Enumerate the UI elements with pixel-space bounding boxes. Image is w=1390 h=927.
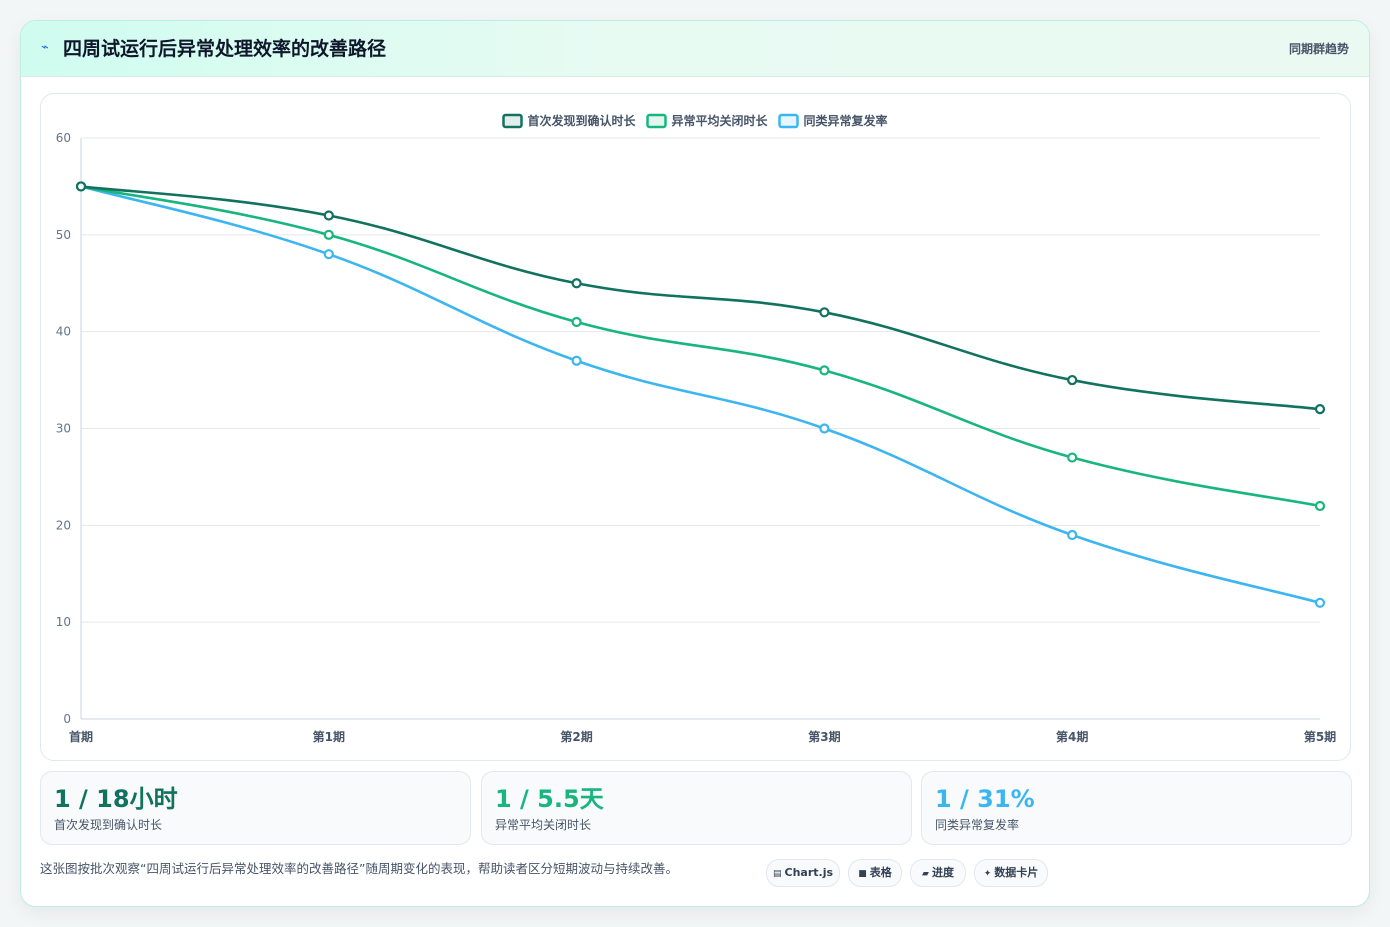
chip-progress[interactable]: ▰ 进度 bbox=[910, 859, 966, 887]
legend-swatch bbox=[778, 113, 799, 129]
card-icon: ✦ bbox=[983, 869, 992, 879]
y-tick-label: 60 bbox=[56, 131, 71, 145]
y-tick-label: 40 bbox=[56, 325, 71, 339]
cohort-trend-tag: 同期群趋势 bbox=[1288, 42, 1349, 56]
y-tick-label: 0 bbox=[63, 712, 71, 726]
x-tick-label: 第1期 bbox=[313, 729, 345, 744]
line-chart: 0 10 20 30 40 50 60 首期 第1期 第2期 第3期 第4期 第5期 首次发现到确认时长 异… bbox=[56, 113, 1336, 744]
legend-swatch bbox=[646, 113, 667, 129]
x-tick-label: 第3期 bbox=[808, 729, 840, 744]
data-point bbox=[819, 307, 830, 318]
legend-label: 异常平均关闭时长 bbox=[672, 113, 769, 128]
card-header: ⌁ 四周试运行后异常处理效率的改善路径 同期群趋势 bbox=[21, 21, 1369, 77]
stat-value: 1 / 18小时 bbox=[54, 785, 178, 813]
stat-value: 1 / 31% bbox=[935, 785, 1035, 813]
data-point bbox=[1067, 452, 1078, 463]
page-title: 四周试运行后异常处理效率的改善路径 bbox=[63, 38, 387, 60]
chip-data-card[interactable]: ✦ 数据卡片 bbox=[974, 859, 1048, 887]
chip-label: Chart.js bbox=[784, 866, 834, 879]
footer-description: 这张图按批次观察“四周试运行后异常处理效率的改善路径”随周期变化的表现，帮助读者… bbox=[40, 861, 678, 876]
stat-card-confirm-time: 1 / 18小时 首次发现到确认时长 bbox=[40, 771, 471, 845]
stat-value: 1 / 5.5天 bbox=[495, 785, 604, 813]
stat-card-recurrence-rate: 1 / 31% 同类异常复发率 bbox=[921, 771, 1352, 845]
legend-label: 首次发现到确认时长 bbox=[528, 113, 637, 128]
data-point bbox=[819, 365, 830, 376]
data-point bbox=[571, 278, 582, 289]
x-tick-label: 首期 bbox=[69, 729, 93, 744]
progress-icon: ▰ bbox=[922, 869, 929, 879]
legend-label: 同类异常复发率 bbox=[804, 113, 888, 128]
legend-swatch bbox=[502, 113, 523, 129]
chip-table[interactable]: ■ 表格 bbox=[848, 859, 902, 887]
data-point bbox=[323, 229, 334, 240]
series-line bbox=[80, 185, 1321, 508]
stat-label: 同类异常复发率 bbox=[935, 818, 1020, 832]
series-line bbox=[80, 185, 1321, 411]
chip-label: 进度 bbox=[931, 866, 954, 879]
x-tick-label: 第4期 bbox=[1056, 729, 1088, 744]
data-point bbox=[571, 316, 582, 328]
data-point bbox=[1314, 500, 1326, 512]
chart-icon: ▤ bbox=[772, 869, 782, 879]
chip-label: 数据卡片 bbox=[994, 866, 1039, 879]
chip-chartjs[interactable]: ▤ Chart.js bbox=[766, 859, 840, 887]
chart-panel: 0 10 20 30 40 50 60 首期 第1期 第2期 第3期 第4期 第5期 首次发现到确认时长 异… bbox=[40, 93, 1351, 761]
stat-label: 异常平均关闭时长 bbox=[495, 818, 592, 832]
data-point bbox=[1067, 374, 1078, 386]
chip-label: 表格 bbox=[869, 866, 892, 879]
stat-card-close-time: 1 / 5.5天 异常平均关闭时长 bbox=[481, 771, 912, 845]
lightning-icon: ⌁ bbox=[41, 40, 49, 55]
data-point bbox=[75, 181, 87, 192]
y-tick-label: 20 bbox=[56, 518, 71, 532]
table-icon: ■ bbox=[858, 869, 867, 879]
y-tick-label: 50 bbox=[56, 228, 71, 242]
series-line bbox=[80, 185, 1321, 605]
data-point bbox=[1314, 597, 1326, 608]
stat-cards: 1 / 18小时 首次发现到确认时长 1 / 5.5天 异常平均关闭时长 1 /… bbox=[40, 771, 1352, 845]
stat-label: 首次发现到确认时长 bbox=[54, 818, 163, 832]
data-point bbox=[1067, 529, 1078, 541]
y-tick-label: 30 bbox=[56, 422, 71, 436]
data-point bbox=[323, 249, 334, 260]
data-point bbox=[323, 210, 334, 221]
data-point bbox=[1314, 404, 1326, 415]
chart-card: ⌁ 四周试运行后异常处理效率的改善路径 同期群趋势 0 10 20 30 40 50 60 首… bbox=[20, 20, 1370, 907]
x-tick-label: 第5期 bbox=[1304, 729, 1336, 744]
x-tick-label: 第2期 bbox=[560, 729, 592, 744]
y-tick-label: 10 bbox=[56, 615, 71, 629]
data-point bbox=[819, 423, 830, 434]
data-point bbox=[571, 355, 582, 366]
